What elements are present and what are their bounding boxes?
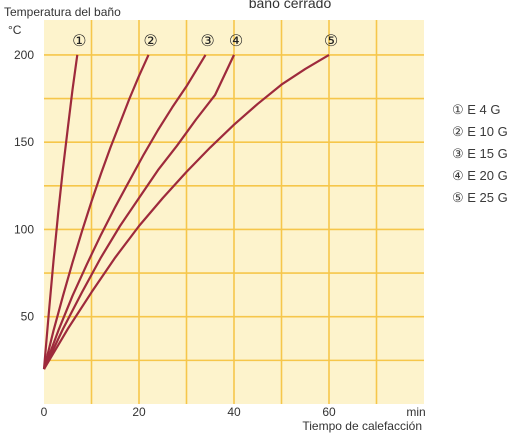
series-marker: ① bbox=[72, 33, 86, 50]
x-tick-label: 20 bbox=[132, 405, 146, 419]
legend-label: E 15 G bbox=[463, 146, 508, 161]
legend-marker: ④ bbox=[452, 168, 464, 183]
legend-marker: ⑤ bbox=[452, 190, 464, 205]
legend-marker: ① bbox=[452, 102, 464, 117]
legend-label: E 20 G bbox=[463, 168, 508, 183]
y-axis-label: Temperatura del baño bbox=[4, 5, 121, 19]
legend-item: ① E 4 G bbox=[452, 101, 508, 123]
series-line bbox=[42, 54, 150, 370]
chart-title: baño cerrado bbox=[249, 0, 332, 11]
y-tick-label: 50 bbox=[21, 310, 35, 324]
series-line bbox=[43, 54, 235, 370]
y-tick-label: 200 bbox=[14, 48, 34, 62]
series-marker: ② bbox=[143, 33, 157, 50]
x-tick-label: 40 bbox=[227, 405, 241, 419]
legend-item: ③ E 15 G bbox=[452, 145, 508, 167]
series-marker: ④ bbox=[229, 33, 243, 50]
legend-label: E 25 G bbox=[463, 190, 508, 205]
series-line bbox=[42, 54, 79, 370]
series-marker: ⑤ bbox=[324, 33, 338, 50]
x-tick-label: 60 bbox=[322, 405, 336, 419]
legend-marker: ③ bbox=[452, 146, 464, 161]
legend-marker: ② bbox=[452, 124, 464, 139]
x-axis-label: Tiempo de calefacción bbox=[302, 419, 422, 433]
legend-label: E 4 G bbox=[463, 102, 501, 117]
series-line bbox=[43, 53, 330, 370]
y-tick-label: 150 bbox=[14, 135, 34, 149]
legend-item: ⑤ E 25 G bbox=[452, 189, 508, 211]
y-tick-label: 100 bbox=[14, 222, 34, 236]
legend-label: E 10 G bbox=[463, 124, 508, 139]
series-marker: ③ bbox=[200, 33, 214, 50]
series-line bbox=[42, 54, 207, 370]
chart: baño cerrado Temperatura del baño °C minTie… bbox=[4, 0, 426, 433]
legend-item: ② E 10 G bbox=[452, 123, 508, 145]
legend-item: ④ E 20 G bbox=[452, 167, 508, 189]
x-tick-label: 0 bbox=[41, 405, 48, 419]
y-axis-unit: °C bbox=[8, 23, 22, 37]
x-axis-unit: min bbox=[406, 405, 425, 419]
